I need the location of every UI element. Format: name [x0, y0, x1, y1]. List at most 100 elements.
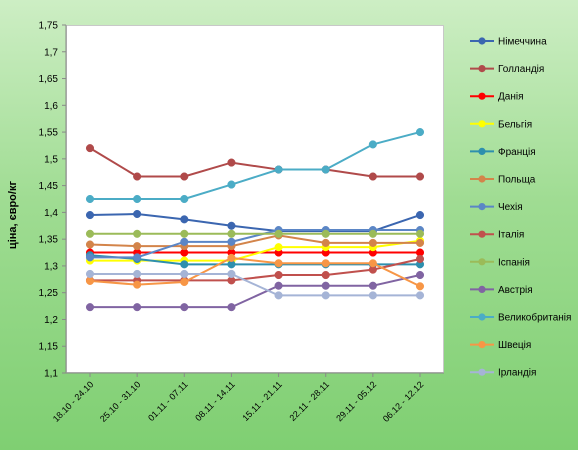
legend-swatch-marker [478, 175, 486, 183]
data-point [133, 280, 142, 289]
legend-swatch-marker [478, 285, 486, 293]
data-point [274, 165, 283, 174]
x-tick-label: 22.11 - 28.11 [287, 379, 331, 423]
data-point [227, 229, 236, 238]
series-9 [85, 270, 425, 312]
legend-label: Іспанія [498, 257, 530, 268]
legend-swatch-marker [478, 203, 486, 211]
data-point [368, 281, 377, 290]
data-point [85, 276, 95, 285]
y-tick-label: 1,4 [44, 208, 58, 219]
legend-label: Австрія [498, 285, 533, 296]
data-point [180, 269, 189, 279]
data-point [415, 211, 425, 220]
legend-swatch-marker [478, 341, 486, 349]
data-point [321, 270, 330, 280]
series-line [89, 147, 420, 178]
series-11 [85, 253, 425, 291]
legend-swatch-marker [478, 258, 486, 266]
data-point [180, 215, 189, 224]
data-point [227, 180, 236, 189]
data-point [133, 242, 142, 251]
series-line [90, 257, 421, 282]
data-point [180, 194, 189, 204]
data-point [133, 209, 142, 219]
data-point [227, 269, 236, 279]
data-point [368, 229, 377, 238]
legend-label: Італія [498, 230, 524, 241]
series-line [90, 131, 421, 200]
legend: Німеччина Голландія Данія Бельгія Франція Пол… [470, 37, 571, 379]
data-point [133, 303, 142, 312]
data-point [368, 172, 377, 181]
legend-swatch-marker [478, 313, 486, 321]
data-point [415, 291, 425, 300]
data-point [180, 237, 189, 246]
data-point [415, 128, 425, 137]
legend-item: Бельгія [470, 119, 532, 130]
series-1 [85, 144, 425, 181]
data-point [133, 253, 142, 262]
legend-label: Швеція [498, 340, 531, 351]
legend-swatch-marker [478, 147, 486, 155]
legend-label: Голландія [498, 64, 544, 75]
data-point [274, 291, 283, 300]
legend-swatch-marker [478, 37, 486, 45]
data-point [274, 243, 283, 252]
y-tick-label: 1,25 [39, 288, 59, 299]
data-point [415, 282, 425, 291]
y-tick-label: 1,15 [39, 342, 59, 353]
legend-label: Франція [498, 147, 536, 158]
series-10 [85, 128, 425, 204]
data-point [368, 291, 377, 300]
data-point [415, 229, 425, 238]
data-point [133, 194, 142, 204]
data-point [321, 259, 330, 268]
legend-swatch-marker [478, 92, 486, 100]
legend-item: Іспанія [470, 257, 530, 268]
data-point [368, 140, 377, 149]
data-point [227, 221, 236, 230]
series-8 [85, 229, 425, 238]
y-tick-label: 1,45 [39, 181, 59, 192]
series-line [90, 274, 421, 309]
series-line [89, 254, 420, 266]
x-tick-label: 29.11 - 05.12 [334, 379, 378, 423]
data-point [227, 158, 236, 167]
legend-item: Італія [470, 230, 524, 241]
data-point [133, 172, 142, 181]
legend-swatch-marker [478, 120, 486, 128]
legend-label: Польща [498, 175, 536, 186]
data-point [415, 270, 425, 280]
legend-label: Данія [498, 92, 524, 103]
x-axis: 18.10 - 24.10 25.10 - 31.10 01.11 - 07.11 0… [51, 372, 444, 424]
legend-item: Голландія [470, 64, 544, 75]
series-layer [85, 128, 425, 312]
series-line [89, 212, 421, 233]
series-line [89, 234, 420, 248]
data-point [227, 237, 236, 246]
data-point [180, 260, 189, 269]
legend-swatch-marker [478, 230, 486, 238]
data-point [415, 238, 425, 247]
data-point [321, 165, 330, 174]
x-tick-label: 06.12 - 12.12 [381, 379, 426, 424]
series-12 [85, 269, 425, 300]
legend-swatch-marker [478, 65, 486, 73]
data-point [85, 194, 95, 204]
y-tick-label: 1,35 [39, 235, 59, 246]
data-point [85, 240, 95, 249]
legend-label: Бельгія [498, 119, 532, 130]
data-point [180, 172, 189, 181]
y-tick-label: 1,3 [44, 261, 58, 272]
data-point [180, 303, 189, 312]
legend-swatch-marker [478, 368, 486, 376]
data-point [227, 303, 236, 312]
data-point [368, 238, 377, 247]
y-tick-label: 1,55 [39, 128, 59, 139]
data-point [274, 281, 283, 290]
data-point [274, 229, 283, 238]
legend-label: Чехія [498, 202, 523, 213]
